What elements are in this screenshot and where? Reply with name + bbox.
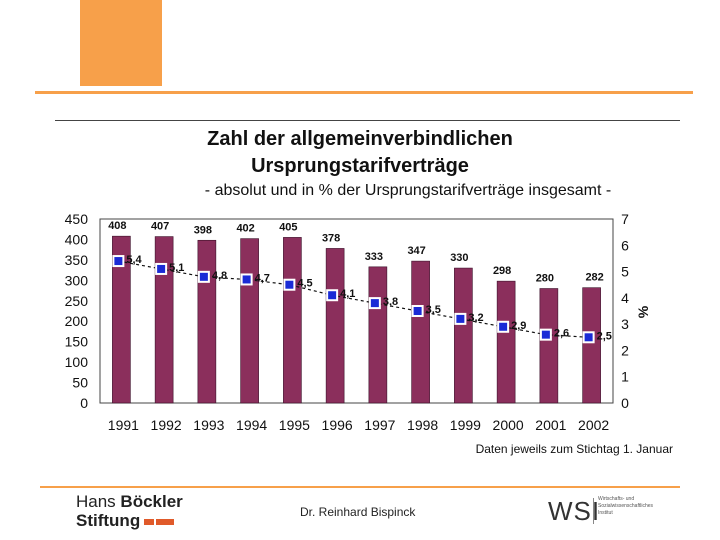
- percent-marker: [370, 299, 379, 308]
- x-tick-label: 1991: [108, 417, 139, 433]
- percent-line: [118, 260, 589, 338]
- y-right-tick-label: 6: [621, 237, 629, 253]
- bar-value-label: 333: [365, 251, 383, 263]
- hans-boeckler-logo: Hans Böckler Stiftung: [76, 492, 183, 530]
- bar-value-label: 402: [236, 223, 254, 235]
- x-tick-label: 1995: [279, 417, 310, 433]
- bar-value-label: 378: [322, 232, 340, 244]
- decorative-orange-block: [80, 0, 162, 86]
- header-rule: [55, 120, 680, 121]
- y-left-tick-label: 100: [65, 354, 89, 370]
- y-right-tick-label: 1: [621, 369, 629, 385]
- y-right-axis-label: %: [635, 305, 651, 318]
- y-right-tick-label: 4: [621, 290, 629, 306]
- percent-value-label: 4,5: [297, 278, 312, 290]
- percent-marker: [157, 264, 166, 273]
- wsi-logo-subtext: Wirtschafts- und Sozialwissenschaftliche…: [598, 496, 654, 516]
- plot-area: [99, 218, 614, 404]
- x-tick-label: 1996: [322, 417, 353, 433]
- bar: [539, 288, 559, 404]
- bar: [368, 266, 388, 404]
- y-left-tick-label: 0: [80, 395, 88, 411]
- y-left-tick-label: 50: [72, 375, 88, 391]
- bar-value-label: 398: [194, 224, 212, 236]
- y-right-tick-label: 5: [621, 264, 629, 280]
- percent-value-label: 4,7: [255, 272, 270, 284]
- x-tick-label: 1992: [151, 417, 182, 433]
- percent-value-label: 3,8: [383, 296, 398, 308]
- percent-value-label: 2,6: [554, 328, 569, 340]
- percent-marker: [328, 291, 337, 300]
- bar-value-label: 330: [450, 252, 468, 264]
- percent-marker: [114, 257, 123, 266]
- y-left-tick-label: 250: [65, 293, 89, 309]
- y-right-tick-label: 2: [621, 342, 629, 358]
- percent-value-label: 2,9: [511, 320, 526, 332]
- header-orange-line: [35, 91, 693, 94]
- author: Dr. Reinhard Bispinck: [300, 505, 416, 519]
- percent-marker: [285, 280, 294, 289]
- percent-marker: [242, 275, 251, 284]
- bar-value-label: 405: [279, 221, 297, 233]
- percent-value-label: 3,2: [468, 312, 483, 324]
- percent-value-label: 5,4: [126, 254, 142, 266]
- percent-value-label: 2,5: [597, 330, 612, 342]
- footer-rule: [40, 486, 680, 488]
- logo-stiftung: Stiftung: [76, 511, 141, 530]
- y-right-tick-label: 7: [621, 211, 629, 227]
- bar-value-label: 408: [108, 220, 126, 232]
- bar: [112, 235, 131, 404]
- x-tick-label: 1999: [450, 417, 481, 433]
- bar-value-label: 407: [151, 221, 169, 233]
- wsi-separator: [593, 498, 594, 524]
- y-right-tick-label: 3: [621, 316, 629, 332]
- x-tick-label: 1997: [364, 417, 395, 433]
- bar: [454, 267, 473, 404]
- percent-value-label: 4,1: [340, 288, 355, 300]
- bar: [582, 287, 601, 404]
- logo-hans: Hans: [76, 492, 121, 511]
- percent-marker: [499, 322, 508, 331]
- bar-value-label: 347: [407, 245, 425, 257]
- x-tick-label: 2000: [493, 417, 524, 433]
- bar: [197, 239, 217, 404]
- y-left-tick-label: 150: [65, 334, 89, 350]
- logo-boeckler: Böckler: [120, 492, 183, 511]
- chart-title-line1: Zahl der allgemeinverbindlichen: [207, 128, 513, 150]
- percent-value-label: 4,8: [212, 270, 227, 282]
- percent-value-label: 5,1: [169, 262, 184, 274]
- bar: [496, 280, 516, 404]
- y-left-tick-label: 450: [65, 211, 89, 227]
- bar-value-label: 280: [536, 273, 554, 285]
- bar: [240, 238, 259, 404]
- percent-marker: [541, 330, 550, 339]
- bar: [325, 248, 345, 404]
- x-tick-label: 2001: [535, 417, 566, 433]
- chart-note: Daten jeweils zum Stichtag 1. Januar: [476, 442, 673, 456]
- x-tick-label: 1998: [407, 417, 438, 433]
- y-left-tick-label: 350: [65, 252, 89, 268]
- bar: [411, 260, 430, 404]
- chart-title-line2: Ursprungstarifverträge: [251, 155, 469, 177]
- bar-value-label: 282: [585, 272, 603, 284]
- bar: [283, 237, 302, 404]
- y-left-tick-label: 200: [65, 313, 89, 329]
- x-tick-label: 2002: [578, 417, 609, 433]
- y-left-tick-label: 400: [65, 231, 89, 247]
- x-tick-label: 1994: [236, 417, 267, 433]
- wsi-logo: WSI: [548, 496, 601, 526]
- percent-marker: [456, 314, 465, 323]
- bar-value-label: 298: [493, 265, 511, 277]
- bar: [154, 236, 174, 404]
- y-left-tick-label: 300: [65, 272, 89, 288]
- x-tick-label: 1993: [193, 417, 224, 433]
- y-right-tick-label: 0: [621, 395, 629, 411]
- chart-subtitle: - absolut und in % der Ursprungstarifver…: [204, 182, 612, 199]
- percent-value-label: 3,5: [426, 304, 441, 316]
- percent-marker: [199, 272, 208, 281]
- percent-marker: [584, 333, 593, 342]
- percent-marker: [413, 307, 422, 315]
